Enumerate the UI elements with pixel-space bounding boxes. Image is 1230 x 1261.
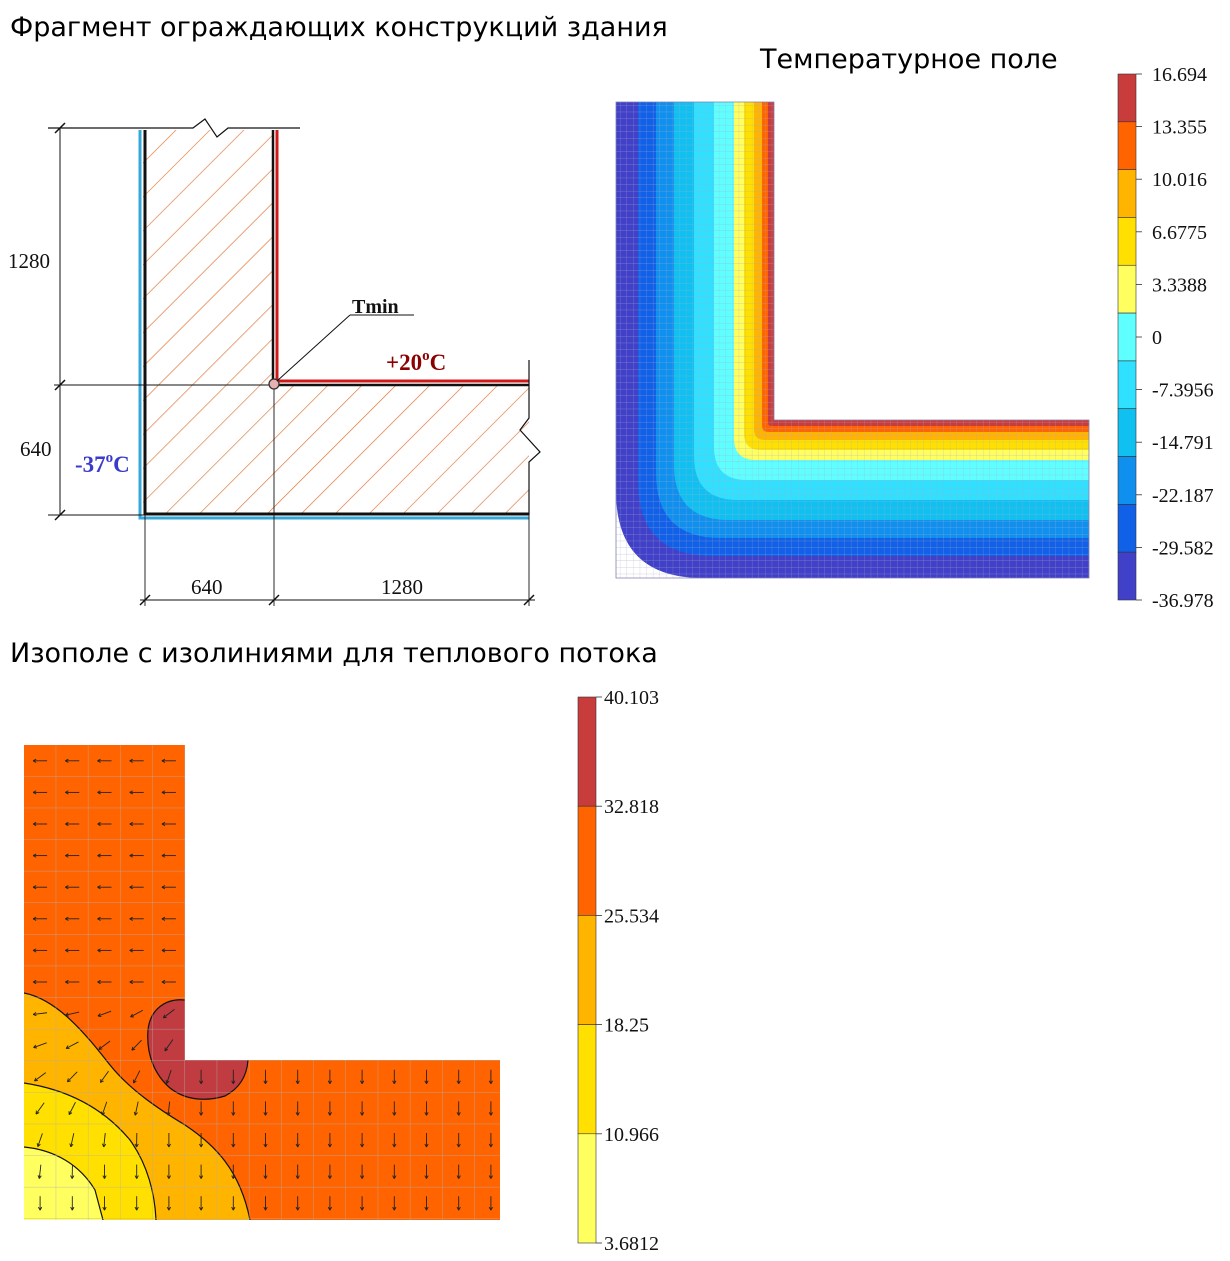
flux-arrow (33, 1042, 47, 1049)
temperature-band (744, 102, 1089, 450)
dim-vertical-top: 1280 (8, 249, 50, 273)
legend-swatch (1117, 456, 1137, 505)
legend-label: -36.978 (1152, 590, 1214, 612)
legend-swatch (1117, 73, 1137, 123)
legend-swatch (1117, 312, 1137, 362)
legend-label: 18.25 (604, 1015, 649, 1037)
legend-label: -7.3956 (1152, 380, 1214, 402)
legend-swatch (1117, 169, 1137, 218)
inside-temperature: +20oC (386, 348, 446, 375)
temperature-band (768, 102, 1089, 426)
flux-arrow (65, 1041, 79, 1049)
legend-label: -29.582 (1152, 537, 1214, 559)
flux-arrow (101, 1101, 108, 1116)
legend-label: -14.791 (1152, 432, 1214, 454)
flux-arrow (67, 1071, 78, 1083)
flux-arrow (70, 1133, 75, 1147)
flux-arrow (37, 1133, 43, 1147)
flux-arrow (65, 1011, 80, 1016)
temperature-legend: 16.694 13.355 10.016 6.6775 3.3388 0 -7.3956 -1… (1117, 64, 1214, 612)
legend-swatch (577, 696, 597, 807)
legend-label: 13.355 (1152, 117, 1207, 139)
temperature-band (754, 102, 1089, 440)
legend-label: 10.966 (604, 1124, 659, 1146)
fragment-title: Фрагмент ограждающих конструкций здания (10, 12, 668, 43)
legend-label: -22.187 (1152, 485, 1214, 507)
legend-swatch (1117, 408, 1137, 457)
legend-swatch (577, 805, 597, 916)
tmin-label: Tmin (352, 296, 399, 318)
legend-label: 3.3388 (1152, 274, 1207, 296)
flux-arrow (103, 1132, 106, 1148)
outer-surface-line (138, 130, 529, 520)
flux-arrow (33, 1012, 48, 1015)
tmin-point (268, 378, 280, 390)
flux-arrow (38, 1164, 42, 1179)
temperature-band (734, 102, 1089, 460)
legend-label: 0 (1152, 327, 1162, 349)
construction-drawing: 1280 640 640 1280 Tmin +20oC -37oC (8, 118, 541, 606)
legend-label: 6.6775 (1152, 222, 1207, 244)
dim-vertical-bottom: 640 (20, 437, 52, 461)
legend-swatch (1117, 217, 1137, 266)
legend-label: 40.103 (604, 687, 659, 709)
flux-arrow (97, 1010, 112, 1017)
legend-label: 32.818 (604, 796, 659, 818)
legend-swatch (577, 1133, 597, 1244)
dim-horizontal-right: 1280 (381, 575, 423, 599)
break-line-right (519, 360, 541, 515)
flux-arrow (133, 1070, 141, 1084)
flux-arrow (164, 1039, 174, 1052)
legend-label: 3.6812 (604, 1233, 659, 1255)
flux-arrow (166, 1070, 172, 1084)
flux-arrow (163, 1009, 175, 1019)
heat-flux-arrows (32, 758, 493, 1211)
legend-swatch (577, 1024, 597, 1135)
flux-arrow (130, 1009, 144, 1018)
legend-label: 10.016 (1152, 169, 1207, 191)
flux-arrow (35, 1102, 45, 1115)
legend-label: 25.534 (604, 905, 659, 927)
outside-temperature: -37oC (75, 450, 130, 477)
flux-arrow (134, 1101, 139, 1116)
flux-arrow (100, 1070, 109, 1083)
legend-swatch (1117, 551, 1137, 601)
flux-arrow (98, 1040, 111, 1050)
temperature-band (762, 102, 1089, 432)
flux-arrow (34, 1072, 47, 1082)
temperature-field-title: Температурное поле (760, 44, 1058, 75)
legend-swatch (1117, 121, 1137, 170)
legend-swatch (577, 915, 597, 1025)
legend-swatch (1117, 264, 1137, 314)
legend-swatch (1117, 504, 1137, 553)
wall-section (143, 130, 529, 515)
heat-flux-legend: 40.103 32.818 25.534 18.25 10.966 3.6812 (577, 687, 659, 1255)
legend-label: 16.694 (1152, 64, 1207, 86)
flux-arrow (131, 1039, 142, 1051)
break-line-top (48, 118, 300, 138)
dim-horizontal-left: 640 (191, 575, 223, 599)
legend-swatch (1117, 360, 1137, 410)
inner-surface-line (275, 130, 529, 383)
flux-arrow (68, 1101, 76, 1115)
flux-arrow (167, 1101, 171, 1116)
heat-flux-title: Изополе с изолиниями для теплового поток… (10, 638, 658, 669)
